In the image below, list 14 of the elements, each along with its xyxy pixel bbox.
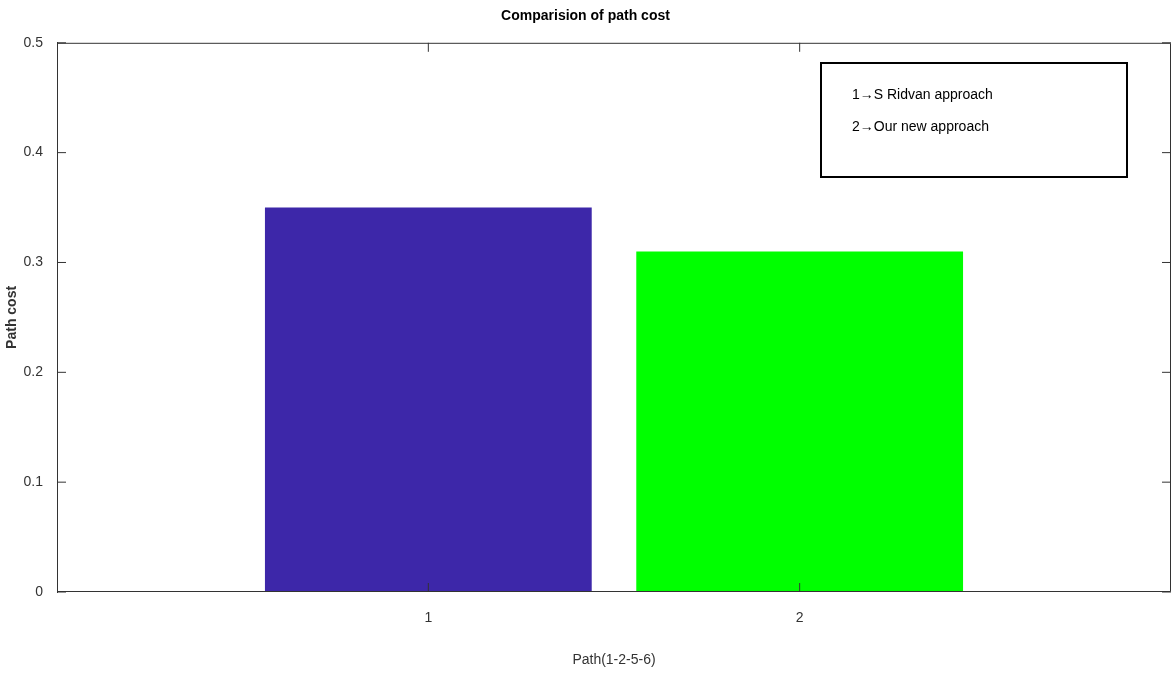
chart-title: Comparision of path cost xyxy=(501,7,671,24)
y-axis-title: Path cost xyxy=(3,285,20,349)
y-tick-label: 0 xyxy=(35,582,44,599)
y-tick-label: 0.3 xyxy=(23,253,44,270)
x-axis-title: Path(1-2-5-6) xyxy=(572,651,656,668)
x-tick-label: 1 xyxy=(424,609,433,626)
annotation: 2→Our new approach xyxy=(852,118,990,134)
y-tick-label: 0.1 xyxy=(23,473,44,490)
y-tick-label: 0.5 xyxy=(23,33,44,50)
annotation: 1→S Ridvan approach xyxy=(852,86,994,102)
x-tick-label: 2 xyxy=(795,609,804,626)
text-box: 1→S Ridvan approach 2→Our new approach xyxy=(820,62,1128,178)
y-tick-label: 0.2 xyxy=(23,363,44,380)
y-tick-label: 0.4 xyxy=(23,143,44,160)
